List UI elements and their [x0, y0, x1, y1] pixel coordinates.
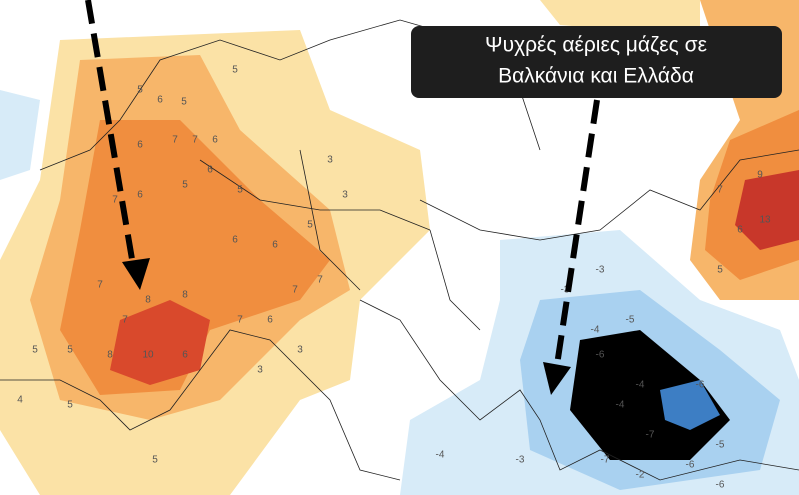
- anomaly-label: 5: [67, 345, 73, 356]
- anomaly-label: 8: [107, 350, 113, 361]
- anomaly-label: 7: [172, 135, 178, 146]
- arrow-line: [554, 99, 600, 366]
- anomaly-label: -4: [616, 400, 625, 411]
- arrow-line: [85, 0, 136, 266]
- anomaly-area: [0, 90, 40, 180]
- anomaly-label: 9: [757, 170, 763, 181]
- anomaly-label: 6: [182, 350, 188, 361]
- anomaly-label: 5: [181, 97, 187, 108]
- anomaly-label: -7: [646, 430, 655, 441]
- anomaly-label: 3: [297, 345, 303, 356]
- anomaly-label: -6: [596, 350, 605, 361]
- anomaly-label: 8: [145, 295, 151, 306]
- annotation-box: [411, 26, 782, 98]
- anomaly-label: 6: [137, 140, 143, 151]
- anomaly-label: -4: [636, 380, 645, 391]
- anomaly-label: 5: [717, 265, 723, 276]
- anomaly-label: 3: [342, 190, 348, 201]
- anomaly-label: 6: [737, 225, 743, 236]
- anomaly-label: -4: [591, 325, 600, 336]
- anomaly-label: 5: [237, 185, 243, 196]
- anomaly-label: 5: [152, 455, 158, 466]
- anomaly-label: 7: [122, 315, 128, 326]
- anomaly-label: -7: [601, 455, 610, 466]
- annotation-text: Βαλκάνια και Ελλάδα: [498, 65, 694, 88]
- anomaly-label: -6: [686, 460, 695, 471]
- anomaly-area: [735, 170, 799, 250]
- cold-anomaly: [0, 90, 799, 495]
- anomaly-label: -3: [596, 265, 605, 276]
- anomaly-label: 8: [182, 290, 188, 301]
- anomaly-label: 7: [237, 315, 243, 326]
- anomaly-label: -3: [561, 285, 570, 296]
- anomaly-label: -5: [716, 440, 725, 451]
- coastline: [0, 329, 401, 481]
- anomaly-label: 3: [257, 365, 263, 376]
- anomaly-label: 6: [137, 190, 143, 201]
- arrows: [85, 0, 600, 395]
- anomaly-label: -4: [436, 450, 445, 461]
- anomaly-label: 5: [67, 400, 73, 411]
- anomaly-area: [110, 300, 210, 385]
- anomaly-label: 7: [112, 195, 118, 206]
- anomaly-label: 5: [307, 220, 313, 231]
- coastline: [419, 149, 799, 241]
- coastline: [359, 299, 799, 481]
- anomaly-label: 7: [292, 285, 298, 296]
- anomaly-label: -2: [636, 470, 645, 481]
- anomaly-label: 13: [759, 215, 771, 226]
- anomaly-label: 5: [137, 85, 143, 96]
- anomaly-labels: 5 6 5 6 7 7 6 7 6 5 6 5 6 6 5 7 8 8 7 10 6 8 5 7 7 7 6 5 4 5 5 3 3 3 3 5 9 13…: [17, 65, 771, 491]
- anomaly-label: 3: [327, 155, 333, 166]
- border: [199, 149, 481, 331]
- arrow-head: [543, 362, 571, 395]
- anomaly-label: 4: [17, 395, 23, 406]
- anomaly-label: 6: [267, 315, 273, 326]
- borders: [0, 19, 799, 481]
- anomaly-label: 5: [32, 345, 38, 356]
- anomaly-label: -3: [516, 455, 525, 466]
- anomaly-label: 7: [97, 280, 103, 291]
- anomaly-label: 6: [157, 95, 163, 106]
- anomaly-label: 10: [142, 350, 154, 361]
- anomaly-label: 7: [717, 185, 723, 196]
- anomaly-label: -6: [716, 480, 725, 491]
- anomaly-area: [660, 380, 720, 430]
- anomaly-label: 5: [232, 65, 238, 76]
- anomaly-label: 7: [317, 275, 323, 286]
- anomaly-label: 7: [192, 135, 198, 146]
- anomaly-label: 5: [182, 180, 188, 191]
- arrow-head: [122, 258, 150, 290]
- anomaly-label: 6: [207, 165, 213, 176]
- anomaly-label: -5: [626, 315, 635, 326]
- annotation-text: Ψυχρές αέριες μάζες σε: [485, 34, 707, 57]
- anomaly-label: 6: [212, 135, 218, 146]
- anomaly-label: 6: [272, 240, 278, 251]
- anomaly-label: -6: [696, 380, 705, 391]
- anomaly-label: 6: [232, 235, 238, 246]
